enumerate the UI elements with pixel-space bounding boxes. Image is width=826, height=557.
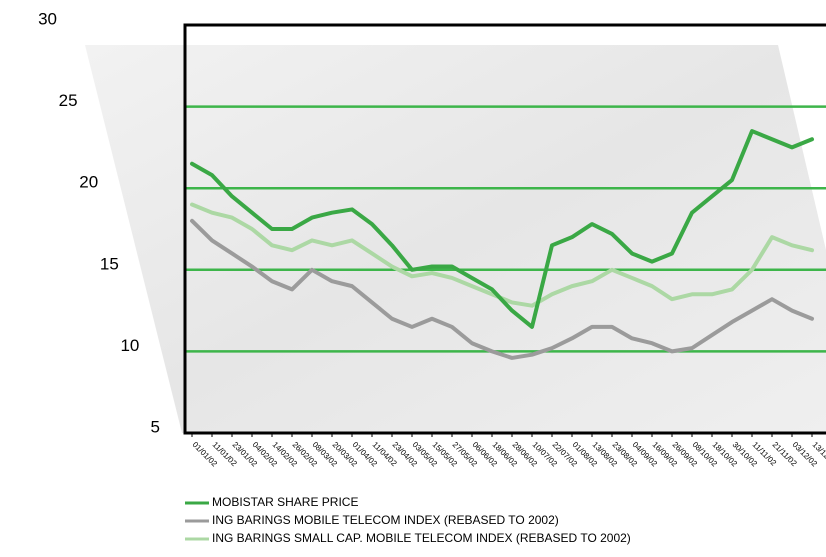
background-panel — [85, 45, 826, 433]
series-line — [190, 129, 814, 329]
axes — [183, 23, 826, 437]
grid — [185, 105, 826, 353]
legend-label: ING BARINGS SMALL CAP. MOBILE TELECOM IN… — [212, 531, 631, 545]
series-line — [190, 218, 814, 360]
y-tick-label: 20 — [79, 173, 98, 192]
legend: MOBISTAR SHARE PRICE ING BARINGS MOBILE T… — [185, 495, 631, 545]
series-lines — [190, 129, 814, 360]
y-tick-label: 30 — [38, 9, 57, 28]
y-tick-label: 25 — [59, 91, 78, 110]
y-tick-label: 15 — [100, 254, 119, 273]
y-tick-label: 10 — [120, 336, 139, 355]
y-tick-label: 5 — [151, 417, 160, 436]
legend-label: MOBISTAR SHARE PRICE — [212, 495, 358, 509]
legend-label: ING BARINGS MOBILE TELECOM INDEX (REBASE… — [212, 513, 559, 527]
